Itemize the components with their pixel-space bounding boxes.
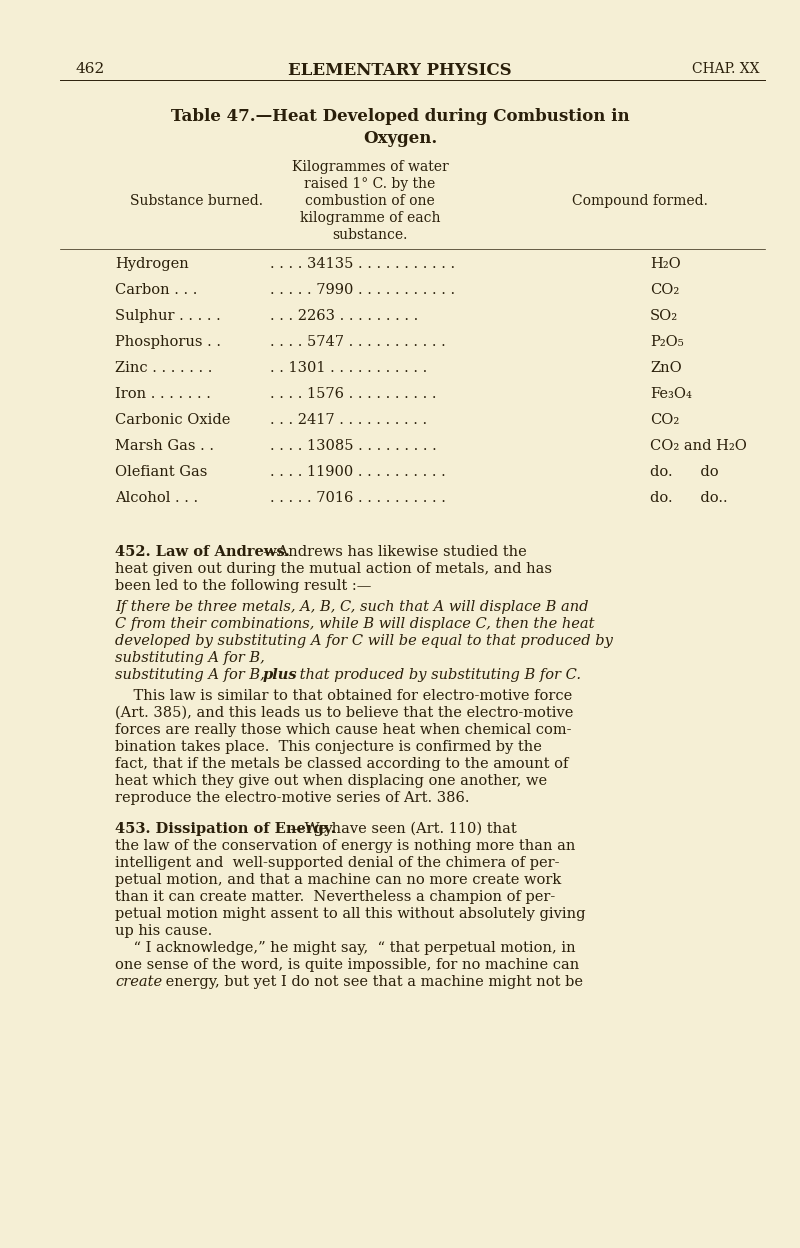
- Text: CO₂ and H₂O: CO₂ and H₂O: [650, 439, 747, 453]
- Text: forces are really those which cause heat when chemical com-: forces are really those which cause heat…: [115, 723, 571, 738]
- Text: substance.: substance.: [332, 228, 408, 242]
- Text: Iron . . . . . . .: Iron . . . . . . .: [115, 387, 211, 401]
- Text: —We have seen (Art. 110) that: —We have seen (Art. 110) that: [290, 822, 517, 836]
- Text: Alcohol . . .: Alcohol . . .: [115, 490, 198, 505]
- Text: . . . . 5747 . . . . . . . . . . .: . . . . 5747 . . . . . . . . . . .: [270, 334, 446, 349]
- Text: CO₂: CO₂: [650, 413, 679, 427]
- Text: bination takes place.  This conjecture is confirmed by the: bination takes place. This conjecture is…: [115, 740, 542, 754]
- Text: “ I acknowledge,” he might say,  “ that perpetual motion, in: “ I acknowledge,” he might say, “ that p…: [115, 941, 576, 955]
- Text: Marsh Gas . .: Marsh Gas . .: [115, 439, 214, 453]
- Text: the law of the conservation of energy is nothing more than an: the law of the conservation of energy is…: [115, 839, 575, 852]
- Text: Olefiant Gas: Olefiant Gas: [115, 466, 207, 479]
- Text: Sulphur . . . . .: Sulphur . . . . .: [115, 310, 221, 323]
- Text: 462: 462: [75, 62, 104, 76]
- Text: up his cause.: up his cause.: [115, 924, 212, 938]
- Text: . . . 2263 . . . . . . . . .: . . . 2263 . . . . . . . . .: [270, 310, 418, 323]
- Text: raised 1° C. by the: raised 1° C. by the: [304, 177, 436, 191]
- Text: . . . . . 7990 . . . . . . . . . . .: . . . . . 7990 . . . . . . . . . . .: [270, 283, 455, 297]
- Text: . . . 2417 . . . . . . . . . .: . . . 2417 . . . . . . . . . .: [270, 413, 427, 427]
- Text: than it can create matter.  Nevertheless a champion of per-: than it can create matter. Nevertheless …: [115, 890, 555, 904]
- Text: substituting A for B,: substituting A for B,: [115, 668, 270, 681]
- Text: Kilogrammes of water: Kilogrammes of water: [292, 160, 448, 173]
- Text: . . 1301 . . . . . . . . . . .: . . 1301 . . . . . . . . . . .: [270, 361, 427, 374]
- Text: Compound formed.: Compound formed.: [572, 193, 708, 208]
- Text: Table 47.—Heat Developed during Combustion in: Table 47.—Heat Developed during Combusti…: [170, 109, 630, 125]
- Text: petual motion, and that a machine can no more create work: petual motion, and that a machine can no…: [115, 874, 562, 887]
- Text: Fe₃O₄: Fe₃O₄: [650, 387, 692, 401]
- Text: Carbonic Oxide: Carbonic Oxide: [115, 413, 230, 427]
- Text: kilogramme of each: kilogramme of each: [300, 211, 440, 225]
- Text: petual motion might assent to all this without absolutely giving: petual motion might assent to all this w…: [115, 907, 586, 921]
- Text: Zinc . . . . . . .: Zinc . . . . . . .: [115, 361, 212, 374]
- Text: Carbon . . .: Carbon . . .: [115, 283, 198, 297]
- Text: CO₂: CO₂: [650, 283, 679, 297]
- Text: If there be three metals, A, B, C, such that A will displace B and: If there be three metals, A, B, C, such …: [115, 600, 589, 614]
- Text: C from their combinations, while B will displace C, then the heat: C from their combinations, while B will …: [115, 617, 594, 631]
- Text: combustion of one: combustion of one: [305, 193, 435, 208]
- Text: fact, that if the metals be classed according to the amount of: fact, that if the metals be classed acco…: [115, 758, 568, 771]
- Text: . . . . 1576 . . . . . . . . . .: . . . . 1576 . . . . . . . . . .: [270, 387, 437, 401]
- Text: do.      do: do. do: [650, 466, 718, 479]
- Text: intelligent and  well-supported denial of the chimera of per-: intelligent and well-supported denial of…: [115, 856, 559, 870]
- Text: —Andrews has likewise studied the: —Andrews has likewise studied the: [263, 545, 526, 559]
- Text: 452. Law of Andrews.: 452. Law of Andrews.: [115, 545, 290, 559]
- Text: Hydrogen: Hydrogen: [115, 257, 189, 271]
- Text: ELEMENTARY PHYSICS: ELEMENTARY PHYSICS: [288, 62, 512, 79]
- Text: create: create: [115, 975, 162, 988]
- Text: (Art. 385), and this leads us to believe that the electro-motive: (Art. 385), and this leads us to believe…: [115, 706, 574, 720]
- Text: energy, but yet I do not see that a machine might not be: energy, but yet I do not see that a mach…: [161, 975, 583, 988]
- Text: Oxygen.: Oxygen.: [363, 130, 437, 147]
- Text: heat given out during the mutual action of metals, and has: heat given out during the mutual action …: [115, 562, 552, 577]
- Text: . . . . 11900 . . . . . . . . . .: . . . . 11900 . . . . . . . . . .: [270, 466, 446, 479]
- Text: CHAP. XX: CHAP. XX: [693, 62, 760, 76]
- Text: developed by substituting A for C will be equal to that produced by: developed by substituting A for C will b…: [115, 634, 613, 648]
- Text: . . . . . 7016 . . . . . . . . . .: . . . . . 7016 . . . . . . . . . .: [270, 490, 446, 505]
- Text: H₂O: H₂O: [650, 257, 681, 271]
- Text: ZnO: ZnO: [650, 361, 682, 374]
- Text: plus: plus: [263, 668, 298, 681]
- Text: do.      do..: do. do..: [650, 490, 728, 505]
- Text: P₂O₅: P₂O₅: [650, 334, 684, 349]
- Text: one sense of the word, is quite impossible, for no machine can: one sense of the word, is quite impossib…: [115, 958, 579, 972]
- Text: . . . . 13085 . . . . . . . . .: . . . . 13085 . . . . . . . . .: [270, 439, 437, 453]
- Text: Phosphorus . .: Phosphorus . .: [115, 334, 221, 349]
- Text: Substance burned.: Substance burned.: [130, 193, 263, 208]
- Text: . . . . 34135 . . . . . . . . . . .: . . . . 34135 . . . . . . . . . . .: [270, 257, 455, 271]
- Text: reproduce the electro-motive series of Art. 386.: reproduce the electro-motive series of A…: [115, 791, 470, 805]
- Text: 453. Dissipation of Energy.: 453. Dissipation of Energy.: [115, 822, 336, 836]
- Text: substituting A for B,: substituting A for B,: [115, 651, 270, 665]
- Text: heat which they give out when displacing one another, we: heat which they give out when displacing…: [115, 774, 547, 787]
- Text: been led to the following result :—: been led to the following result :—: [115, 579, 371, 593]
- Text: that produced by substituting B for C.: that produced by substituting B for C.: [295, 668, 581, 681]
- Text: SO₂: SO₂: [650, 310, 678, 323]
- Text: This law is similar to that obtained for electro-motive force: This law is similar to that obtained for…: [115, 689, 572, 703]
